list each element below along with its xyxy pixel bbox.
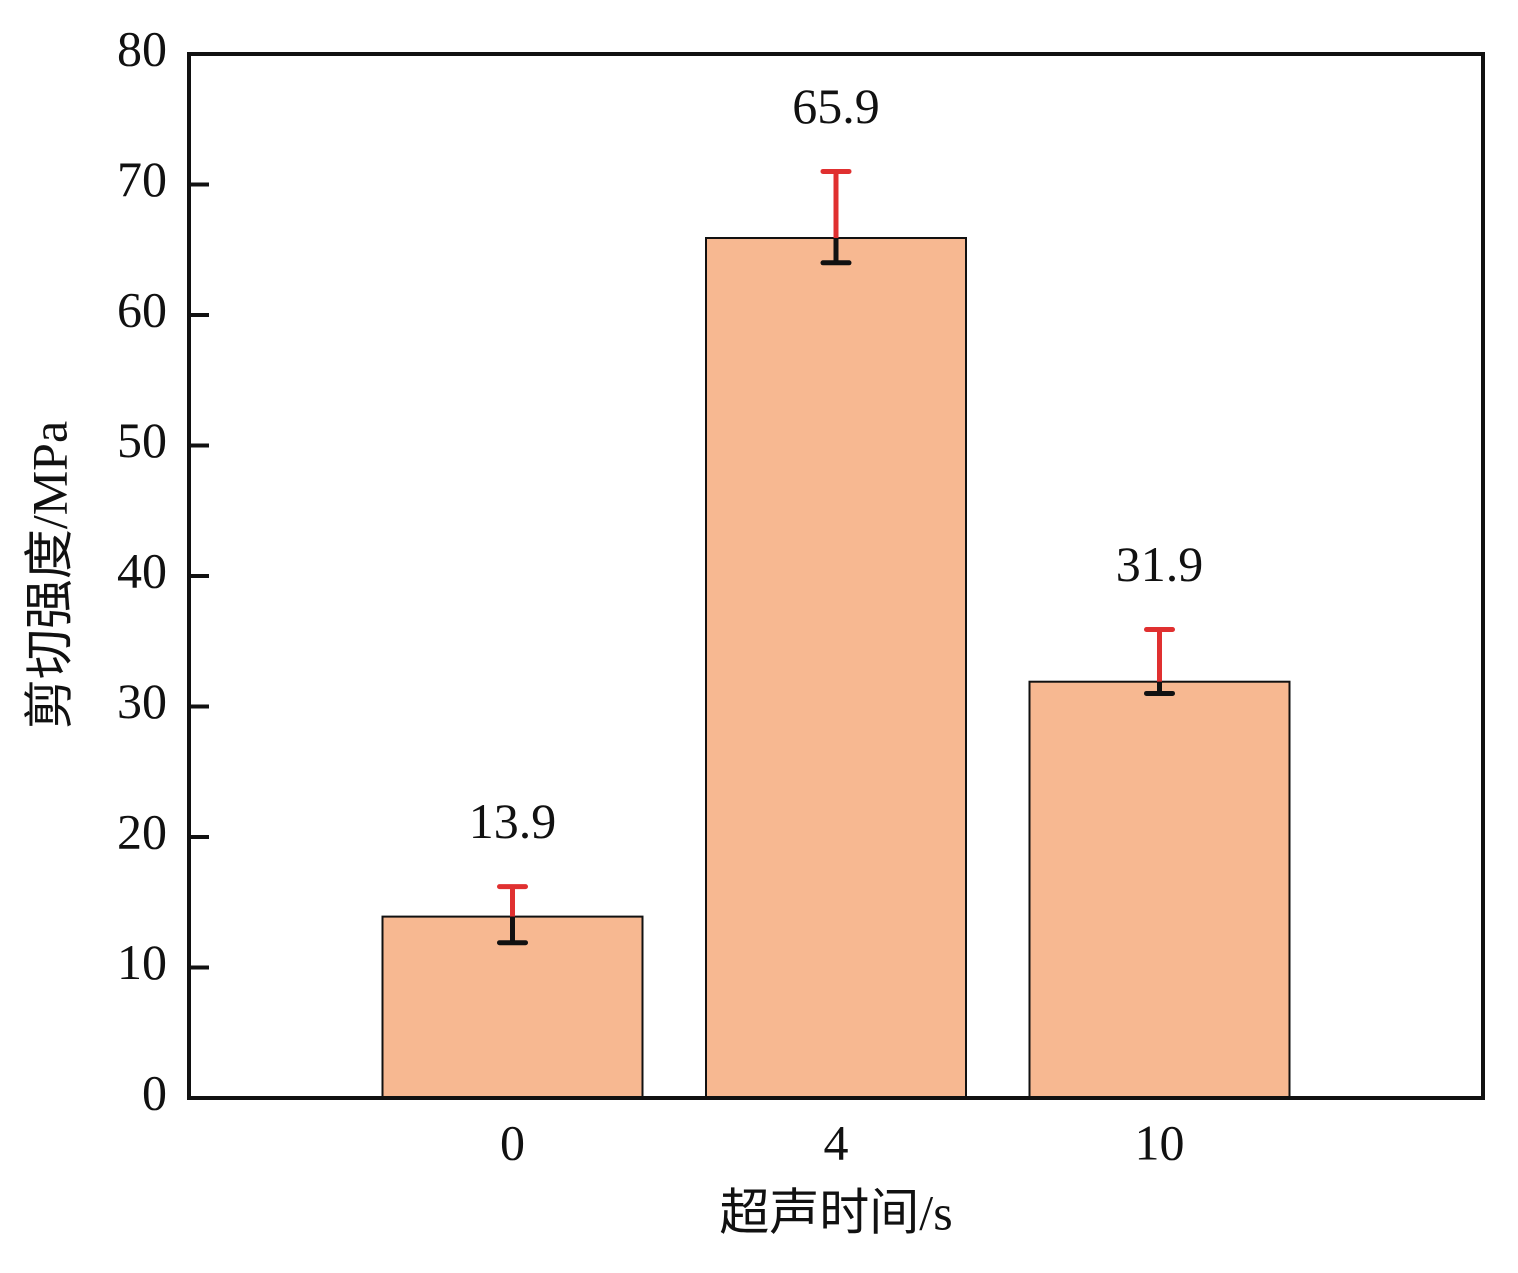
y-tick-label: 10	[117, 934, 167, 990]
y-tick-label: 30	[117, 673, 167, 729]
y-tick-label: 40	[117, 542, 167, 598]
y-tick-label: 70	[117, 151, 167, 207]
y-tick-label: 60	[117, 281, 167, 337]
y-tick-label: 80	[117, 20, 167, 76]
y-tick-label: 0	[142, 1064, 167, 1120]
y-tick-label: 50	[117, 412, 167, 468]
bar	[381, 915, 644, 1099]
y-axis-label: 剪切强度/MPa	[21, 421, 77, 729]
value-label: 31.9	[1116, 536, 1204, 592]
x-tick-label: 10	[1135, 1114, 1185, 1170]
bar	[1028, 680, 1291, 1100]
x-axis-label: 超声时间/s	[719, 1184, 952, 1240]
bar	[705, 237, 967, 1099]
plot-frame	[187, 52, 1485, 1100]
x-tick-label: 4	[824, 1114, 849, 1170]
x-tick-label: 0	[500, 1114, 525, 1170]
y-tick-label: 20	[117, 803, 167, 859]
value-label: 65.9	[792, 78, 880, 134]
value-label: 13.9	[469, 793, 557, 849]
